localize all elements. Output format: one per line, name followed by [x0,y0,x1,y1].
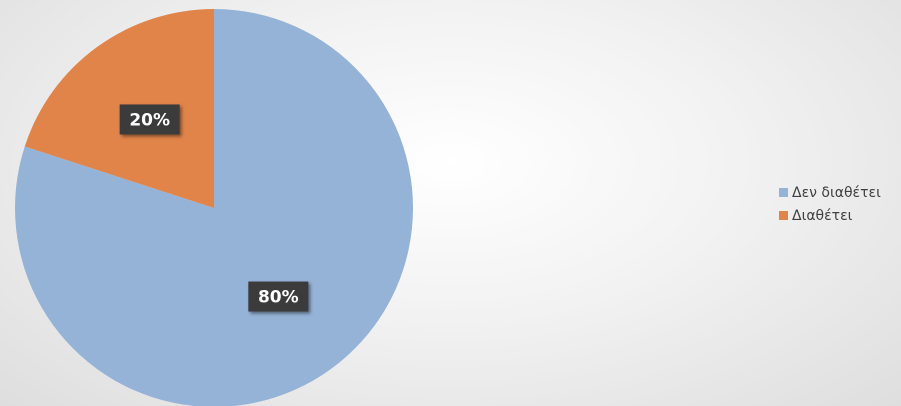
data-labels: 80% 20% [119,104,309,312]
legend-item-den-diathetei: Δεν διαθέτει [779,181,881,204]
legend-swatch-diathetei [779,211,788,220]
legend-item-diathetei: Διαθέτει [779,204,881,227]
legend: Δεν διαθέτει Διαθέτει [779,181,881,227]
pie-slice-den-diathetei [15,9,413,406]
pie-slices [15,9,413,406]
data-label-diathetei: 20% [119,104,180,135]
data-label-text: 80% [258,288,299,308]
data-label-box [119,104,180,135]
legend-label-diathetei: Διαθέτει [792,207,853,224]
data-label-text: 20% [129,110,170,130]
pie-slice-diathetei [24,9,215,208]
legend-label-den-diathetei: Δεν διαθέτει [792,184,881,201]
data-label-box [248,281,309,312]
data-label-den-diathetei: 80% [248,281,309,312]
legend-swatch-den-diathetei [779,188,788,197]
